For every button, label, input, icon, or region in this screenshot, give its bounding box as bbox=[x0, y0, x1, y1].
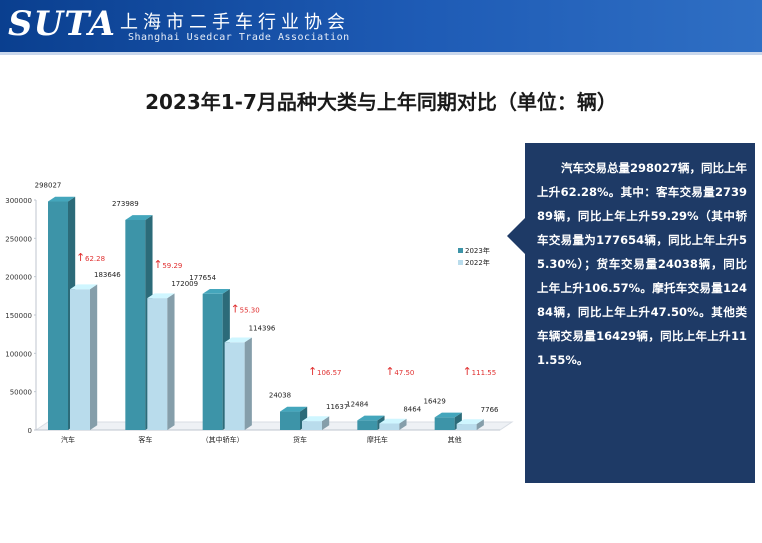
summary-callout bbox=[525, 143, 755, 483]
bar-top bbox=[224, 337, 252, 343]
growth-arrow-icon: ↑ bbox=[231, 302, 240, 315]
growth-arrow-icon: ↑ bbox=[308, 365, 317, 378]
data-label: 172009 bbox=[171, 280, 198, 288]
x-tick-label: （其中轿车） bbox=[202, 435, 244, 444]
bar-side bbox=[90, 284, 98, 430]
growth-label: 62.28 bbox=[85, 255, 105, 263]
bar-top bbox=[125, 215, 153, 220]
x-tick-label: 摩托车 bbox=[367, 435, 388, 444]
data-label: 16429 bbox=[424, 397, 446, 405]
org-name-english: Shanghai Usedcar Trade Association bbox=[128, 32, 350, 43]
y-tick-label: 250000 bbox=[5, 235, 32, 243]
growth-label: 55.30 bbox=[240, 306, 260, 314]
bar-2022 bbox=[70, 289, 90, 430]
legend-swatch bbox=[458, 260, 463, 265]
bar-2023 bbox=[202, 293, 223, 430]
legend-swatch bbox=[458, 248, 463, 253]
org-name: 上海市二手车行业协会 bbox=[120, 12, 350, 33]
bar-top bbox=[434, 412, 462, 418]
data-label: 12484 bbox=[346, 400, 369, 408]
bar-side bbox=[244, 337, 252, 430]
x-tick-label: 客车 bbox=[138, 435, 152, 444]
growth-label: 59.29 bbox=[162, 262, 182, 270]
data-label: 183646 bbox=[94, 271, 121, 279]
bar-top bbox=[147, 293, 175, 299]
bar-top bbox=[357, 415, 385, 421]
bar-top bbox=[70, 284, 98, 290]
bar-top bbox=[202, 288, 230, 294]
y-tick-label: 100000 bbox=[5, 350, 32, 358]
bar-2022 bbox=[379, 423, 400, 430]
callout-pointer bbox=[507, 218, 525, 254]
x-tick-label: 汽车 bbox=[61, 435, 75, 444]
bar-top bbox=[302, 416, 330, 422]
bar-side bbox=[322, 416, 330, 430]
y-tick-label: 150000 bbox=[5, 312, 32, 320]
y-tick-label: 50000 bbox=[10, 389, 32, 397]
bar-2022 bbox=[224, 342, 245, 430]
header-divider bbox=[0, 52, 762, 55]
y-tick-label: 300000 bbox=[5, 197, 32, 205]
header-banner bbox=[0, 0, 762, 52]
bar-2023 bbox=[357, 420, 378, 430]
data-label: 298027 bbox=[35, 182, 62, 190]
bar-top bbox=[379, 418, 407, 424]
data-label: 114396 bbox=[249, 324, 276, 332]
bar-chart: 0 50000 100000 150000 200000 250000 3000002980… bbox=[5, 182, 514, 444]
growth-label: 106.57 bbox=[317, 369, 342, 377]
legend-label: 2022年 bbox=[465, 258, 490, 267]
data-label: 11637 bbox=[326, 403, 348, 411]
bar-side bbox=[399, 418, 407, 430]
data-label: 273989 bbox=[112, 200, 139, 208]
bar-2023 bbox=[125, 219, 146, 430]
bar-2023 bbox=[434, 417, 455, 430]
bar-2022 bbox=[456, 424, 477, 430]
growth-arrow-icon: ↑ bbox=[463, 365, 472, 378]
x-tick-label: 货车 bbox=[293, 435, 307, 444]
bar-side bbox=[476, 419, 484, 430]
bar-2023 bbox=[48, 201, 68, 430]
data-label: 8464 bbox=[403, 406, 421, 414]
y-tick-label: 0 bbox=[28, 427, 32, 435]
data-label: 7766 bbox=[481, 406, 499, 414]
bar-2023 bbox=[280, 411, 300, 430]
growth-arrow-icon: ↑ bbox=[153, 258, 162, 271]
y-tick-label: 200000 bbox=[5, 274, 32, 282]
legend-label: 2023年 bbox=[465, 246, 490, 255]
x-tick-label: 其他 bbox=[448, 435, 462, 444]
bar-top bbox=[48, 196, 76, 202]
summary-text: 汽车交易总量298027辆，同比上年上升62.28%。其中：客车交易量27398… bbox=[537, 161, 748, 367]
growth-arrow-icon: ↑ bbox=[76, 251, 85, 264]
bar-top bbox=[280, 406, 308, 412]
growth-arrow-icon: ↑ bbox=[385, 365, 394, 378]
data-label: 24038 bbox=[269, 392, 291, 400]
bar-side bbox=[167, 293, 175, 430]
page-title: 2023年1-7月品种大类与上年同期对比（单位：辆） bbox=[145, 90, 617, 114]
bar-2022 bbox=[147, 298, 168, 430]
suta-logo: SUTA bbox=[8, 4, 117, 44]
growth-label: 111.55 bbox=[472, 369, 497, 377]
data-label: 177654 bbox=[189, 274, 216, 282]
bar-top bbox=[456, 419, 484, 425]
bar-2022 bbox=[302, 421, 322, 430]
growth-label: 47.50 bbox=[394, 369, 414, 377]
